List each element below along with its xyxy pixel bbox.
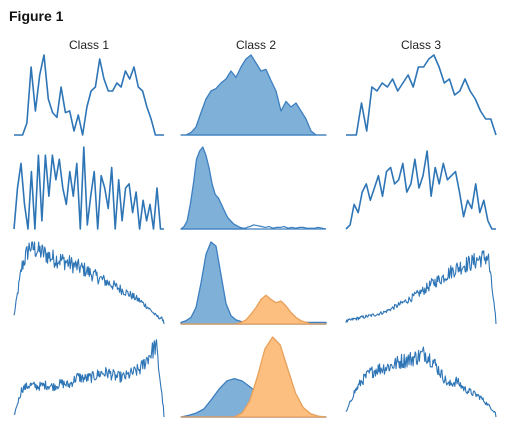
panel-row1-col2 — [180, 54, 327, 136]
panel-row2-col1 — [13, 146, 164, 230]
panel-row4-col3 — [345, 346, 497, 418]
series-line — [13, 339, 165, 418]
column-title-class-1: Class 1 — [68, 38, 109, 52]
density-area-blue — [180, 54, 327, 136]
column-title-class-3: Class 3 — [400, 38, 441, 52]
series-line — [345, 150, 496, 230]
panel-row2-col3 — [345, 150, 496, 230]
density-area-orange — [180, 336, 327, 418]
panel-row4-col2 — [180, 336, 327, 418]
panel-row4-col1 — [13, 339, 165, 418]
series-line — [13, 146, 164, 230]
panel-row3-col2 — [180, 241, 327, 325]
figure-title: Figure 1 — [9, 8, 64, 24]
density-area-blue — [180, 146, 247, 230]
panel-row3-col1 — [13, 241, 165, 325]
panel-row2-col2 — [180, 146, 327, 230]
series-line — [14, 54, 164, 136]
series-line — [345, 250, 497, 325]
column-title-class-2: Class 2 — [235, 38, 276, 52]
density-tail — [246, 224, 327, 230]
density-area-orange — [180, 294, 327, 325]
panel-row1-col3 — [346, 54, 497, 136]
series-line — [345, 346, 497, 418]
series-line — [346, 54, 497, 136]
panel-row1-col1 — [14, 54, 164, 136]
series-line — [13, 241, 165, 325]
panel-row3-col3 — [345, 250, 497, 325]
